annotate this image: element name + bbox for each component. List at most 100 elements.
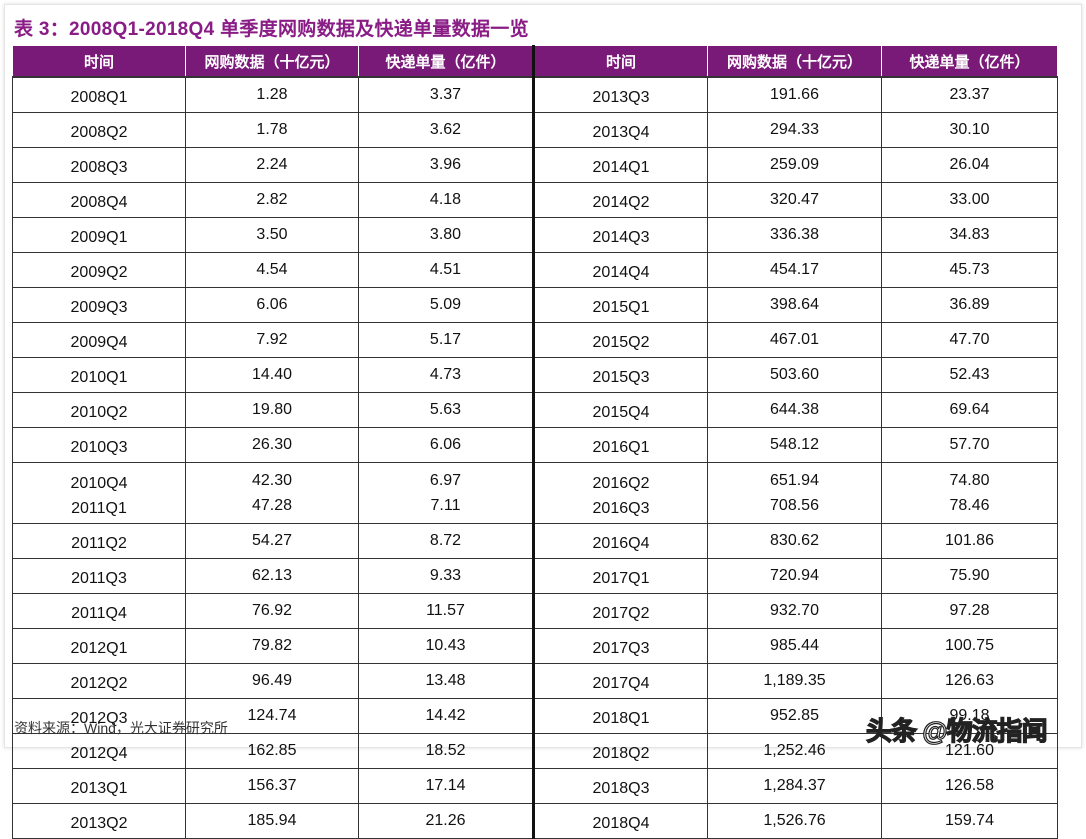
parcel-volume-cell-left: 13.48	[358, 663, 534, 699]
time-cell-left: 2008Q2	[12, 112, 186, 148]
online-sales-value: 651.94	[770, 472, 819, 489]
parcel-volume-cell-left: 5.63	[358, 392, 534, 428]
parcel-volume-cell-right: 74.80 78.46	[881, 462, 1058, 524]
time-cell-left: 2010Q3	[12, 427, 186, 463]
parcel-volume-value: 4.18	[429, 191, 462, 208]
time-cell-right: 2018Q2	[532, 733, 708, 769]
time-value: 2009Q1	[70, 229, 128, 246]
time-cell-right: 2017Q4	[532, 663, 708, 699]
header-time-right: 时间	[532, 45, 708, 78]
time-cell-right: 2015Q4	[532, 392, 708, 428]
time-cell-left: 2011Q3	[12, 558, 186, 594]
time-value: 2013Q2	[70, 815, 128, 832]
online-sales-cell-left: 4.54	[185, 252, 359, 288]
online-sales-cell-left: 3.50	[185, 217, 359, 253]
online-sales-value: 454.17	[770, 261, 819, 278]
parcel-volume-value: 69.64	[949, 401, 990, 418]
online-sales-value: 185.94	[247, 812, 297, 829]
parcel-volume-cell-left: 3.80	[358, 217, 534, 253]
online-sales-value: 1.28	[256, 86, 288, 103]
online-sales-cell-left: 2.82	[185, 182, 359, 218]
time-cell-left: 2008Q1	[12, 76, 186, 113]
online-sales-cell-right: 644.38	[707, 392, 882, 428]
table-row: 2010Q2 19.80 5.63 2015Q4 644.38 69.64	[12, 392, 1058, 428]
time-cell-right: 2015Q2	[532, 322, 708, 358]
time-value: 2014Q4	[592, 264, 650, 281]
online-sales-cell-left: 14.40	[185, 357, 359, 393]
parcel-volume-value: 30.10	[949, 121, 990, 138]
online-sales-cell-left: 156.37	[185, 768, 359, 804]
time-value: 2014Q1	[592, 159, 650, 176]
parcel-volume-cell-left: 6.06	[358, 427, 534, 463]
online-sales-cell-left: 26.30	[185, 427, 359, 463]
parcel-volume-value: 6.97	[429, 472, 462, 489]
parcel-volume-value: 23.37	[949, 86, 990, 103]
header-online-sales-left: 网购数据（十亿元）	[185, 45, 359, 78]
online-sales-cell-right: 1,189.35	[707, 663, 882, 699]
online-sales-cell-left: 96.49	[185, 663, 359, 699]
table-row: 2012Q3 124.74 14.42 2018Q1 952.85 99.18	[12, 698, 1058, 734]
parcel-volume-cell-left: 21.26	[358, 803, 534, 839]
online-sales-value: 1,526.76	[763, 812, 826, 829]
online-sales-cell-right: 191.66	[707, 76, 882, 113]
time-cell-left: 2012Q1	[12, 628, 186, 664]
table-row: 2008Q2 1.78 3.62 2013Q4 294.33 30.10	[12, 112, 1058, 148]
online-sales-cell-left: 185.94	[185, 803, 359, 839]
parcel-volume-value: 5.17	[429, 331, 462, 348]
online-sales-value: 7.92	[256, 331, 288, 348]
time-cell-left: 2012Q4	[12, 733, 186, 769]
time-value: 2012Q2	[70, 675, 128, 692]
online-sales-value: 932.70	[770, 602, 819, 619]
online-sales-value: 1.78	[256, 121, 288, 138]
online-sales-value: 952.85	[770, 707, 819, 724]
online-sales-value: 2.24	[256, 156, 288, 173]
time-cell-right: 2016Q2 2016Q3	[532, 462, 708, 524]
online-sales-cell-left: 1.78	[185, 112, 359, 148]
parcel-volume-value: 74.80	[949, 472, 990, 489]
online-sales-value: 259.09	[770, 156, 819, 173]
time-value: 2010Q3	[70, 439, 128, 456]
online-sales-value: 79.82	[251, 637, 293, 654]
time-value: 2015Q1	[592, 299, 650, 316]
parcel-volume-cell-left: 10.43	[358, 628, 534, 664]
online-sales-value: 548.12	[770, 436, 819, 453]
time-value: 2013Q4	[592, 124, 650, 141]
time-cell-left: 2011Q2	[12, 523, 186, 559]
online-sales-value: 19.80	[251, 401, 293, 418]
time-cell-right: 2014Q2	[532, 182, 708, 218]
parcel-volume-cell-left: 4.73	[358, 357, 534, 393]
time-cell-left: 2008Q3	[12, 147, 186, 183]
online-sales-cell-right: 1,284.37	[707, 768, 882, 804]
parcel-volume-cell-left: 9.33	[358, 558, 534, 594]
parcel-volume-value: 101.86	[945, 532, 994, 549]
online-sales-value: 708.56	[770, 497, 819, 514]
time-value: 2013Q1	[70, 780, 128, 797]
time-value: 2016Q2	[592, 475, 650, 492]
parcel-volume-value: 5.09	[429, 296, 462, 313]
table-row: 2013Q1 156.37 17.14 2018Q3 1,284.37 126.58	[12, 768, 1058, 804]
parcel-volume-cell-right: 26.04	[881, 147, 1058, 183]
time-value: 2017Q2	[592, 605, 650, 622]
parcel-volume-value: 45.73	[949, 261, 990, 278]
header-row: 时间 网购数据（十亿元） 快递单量（亿件） 时间 网购数据（十亿元） 快递单量（…	[12, 45, 1058, 78]
online-sales-value: 2.82	[256, 191, 288, 208]
time-value: 2016Q1	[592, 439, 650, 456]
parcel-volume-cell-left: 5.17	[358, 322, 534, 358]
online-sales-cell-left: 19.80	[185, 392, 359, 428]
time-cell-left: 2008Q4	[12, 182, 186, 218]
table-row: 2010Q1 14.40 4.73 2015Q3 503.60 52.43	[12, 357, 1058, 393]
online-sales-cell-right: 1,252.46	[707, 733, 882, 769]
time-cell-right: 2014Q1	[532, 147, 708, 183]
online-sales-value: 26.30	[251, 436, 293, 453]
parcel-volume-cell-left: 3.96	[358, 147, 534, 183]
parcel-volume-value: 159.74	[945, 812, 994, 829]
parcel-volume-cell-right: 159.74	[881, 803, 1058, 839]
table-row: 2012Q1 79.82 10.43 2017Q3 985.44 100.75	[12, 628, 1058, 664]
parcel-volume-value: 57.70	[949, 436, 990, 453]
time-value: 2009Q2	[70, 264, 128, 281]
parcel-volume-value: 14.42	[425, 707, 466, 724]
table-row: 2008Q4 2.82 4.18 2014Q2 320.47 33.00	[12, 182, 1058, 218]
time-cell-right: 2015Q1	[532, 287, 708, 323]
data-table: 时间 网购数据（十亿元） 快递单量（亿件） 时间 网购数据（十亿元） 快递单量（…	[12, 45, 1058, 839]
time-value: 2009Q3	[70, 299, 128, 316]
